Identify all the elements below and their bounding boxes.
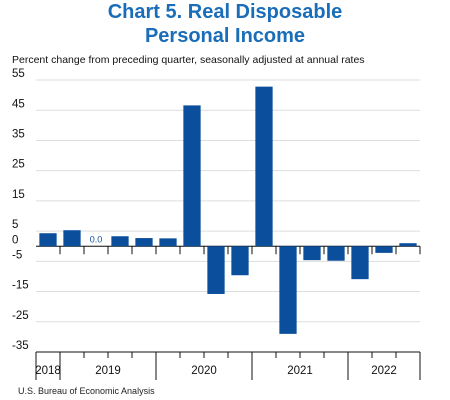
y-tick-label: 15: [12, 189, 25, 201]
y-tick-label: -5: [12, 249, 22, 261]
y-tick-label: 0: [12, 234, 18, 246]
y-tick-label: -15: [12, 280, 29, 292]
bar: [39, 233, 57, 247]
bar: [207, 246, 225, 294]
bar: [135, 238, 153, 247]
bar: [231, 246, 249, 276]
bar: [351, 246, 369, 280]
y-tick-label: 45: [12, 98, 25, 110]
bar: [255, 86, 273, 247]
bar: [303, 246, 321, 261]
y-tick-label: 35: [12, 128, 25, 140]
bar: [111, 236, 129, 247]
x-tick-label: 2022: [371, 365, 397, 377]
y-tick-label: -35: [12, 340, 29, 352]
chart-title: Chart 5. Real Disposable Personal Income: [107, 1, 343, 47]
bar: [279, 246, 297, 334]
bar: [399, 243, 417, 247]
chart-subtitle: Percent change from preceding quarter, s…: [12, 54, 365, 66]
bar: [183, 105, 201, 247]
value-label: 0.0: [90, 235, 103, 245]
x-tick-label: 2019: [95, 365, 121, 377]
bar: [159, 238, 177, 247]
x-tick-label: 2020: [191, 365, 217, 377]
y-tick-label: 5: [12, 219, 18, 231]
bar: [63, 230, 81, 247]
x-tick-label: 2018: [35, 365, 61, 377]
y-tick-label: 25: [12, 159, 25, 171]
x-tick-label: 2021: [287, 365, 313, 377]
y-tick-label: 55: [12, 68, 25, 80]
bar: [327, 246, 345, 261]
source-note: U.S. Bureau of Economic Analysis: [18, 386, 155, 396]
bar: [375, 246, 393, 253]
y-tick-label: -25: [12, 310, 29, 322]
